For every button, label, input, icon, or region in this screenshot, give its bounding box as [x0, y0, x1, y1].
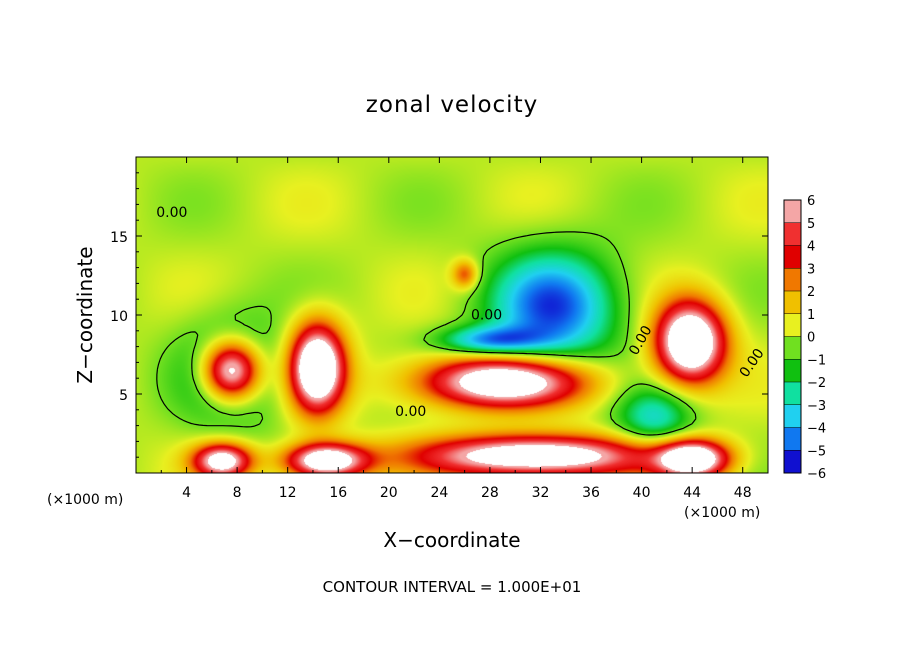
x-axis-title: X−coordinate — [383, 528, 520, 552]
colorbar-tick-label: −1 — [807, 353, 826, 368]
colorbar-tick-label: 2 — [807, 285, 815, 300]
x-tick-label: 20 — [380, 485, 398, 501]
zero-contour-line — [156, 231, 697, 436]
x-axis-ticks: 4 8 12 16 20 24 28 32 36 40 44 48 — [160, 157, 752, 501]
x-tick-label: 48 — [734, 485, 752, 501]
chart-title: zonal velocity — [366, 92, 538, 118]
colorbar-tick-label: −4 — [807, 422, 826, 437]
colorbar-tick-label: 0 — [807, 331, 815, 346]
x-tick-label: 44 — [683, 485, 701, 501]
y-tick-label: 5 — [119, 388, 128, 404]
x-tick-label: 40 — [633, 485, 651, 501]
x-tick-label: 12 — [279, 485, 297, 501]
contour-label: 0.00 — [156, 205, 187, 221]
colorbar-swatch — [784, 291, 801, 315]
colorbar: 6 5 4 3 2 1 0 −1 −2 −3 −4 −5 −6 — [783, 194, 826, 482]
x-tick-label: 28 — [481, 485, 499, 501]
colorbar-swatch — [784, 427, 801, 451]
y-axis-title: Z−coordinate — [73, 246, 97, 383]
y-tick-label: 10 — [110, 309, 128, 325]
colorbar-tick-label: −6 — [807, 467, 826, 482]
colorbar-tick-label: 3 — [807, 262, 815, 277]
x-tick-label: 16 — [329, 485, 347, 501]
colorbar-swatch — [784, 359, 801, 383]
heatmap-field — [136, 157, 768, 473]
colorbar-swatch — [784, 404, 801, 428]
contour-label: 0.00 — [395, 404, 426, 420]
colorbar-tick-label: −3 — [807, 399, 826, 414]
x-axis-unit-right: (×1000 m) — [684, 505, 760, 521]
colorbar-swatch — [784, 222, 801, 246]
colorbar-tick-label: 4 — [807, 240, 815, 255]
x-tick-label: 32 — [532, 485, 550, 501]
colorbar-swatch — [784, 200, 801, 224]
colorbar-tick-label: −5 — [807, 444, 826, 459]
contour-label: 0.00 — [471, 308, 502, 324]
zero-contours — [156, 231, 697, 436]
colorbar-tick-label: 6 — [807, 194, 815, 209]
x-axis-unit-left: (×1000 m) — [47, 492, 123, 508]
colorbar-tick-label: −2 — [807, 376, 826, 391]
y-tick-label: 15 — [110, 230, 128, 246]
contour-interval-note: CONTOUR INTERVAL = 1.000E+01 — [323, 578, 582, 596]
x-tick-label: 36 — [582, 485, 600, 501]
x-tick-label: 24 — [430, 485, 448, 501]
x-tick-label: 4 — [182, 485, 191, 501]
colorbar-swatch — [784, 268, 801, 292]
y-axis-ticks: 5 10 15 — [110, 172, 768, 458]
colorbar-swatch — [784, 245, 801, 269]
colorbar-swatch — [784, 382, 801, 406]
colorbar-swatch — [784, 313, 801, 337]
colorbar-tick-label: 5 — [807, 217, 815, 232]
colorbar-tick-label: 1 — [807, 308, 815, 323]
colorbar-swatch — [784, 336, 801, 360]
plot-area: 0.000.000.000.000.00 — [135, 156, 769, 474]
colorbar-swatch — [784, 450, 801, 474]
x-tick-label: 8 — [233, 485, 242, 501]
